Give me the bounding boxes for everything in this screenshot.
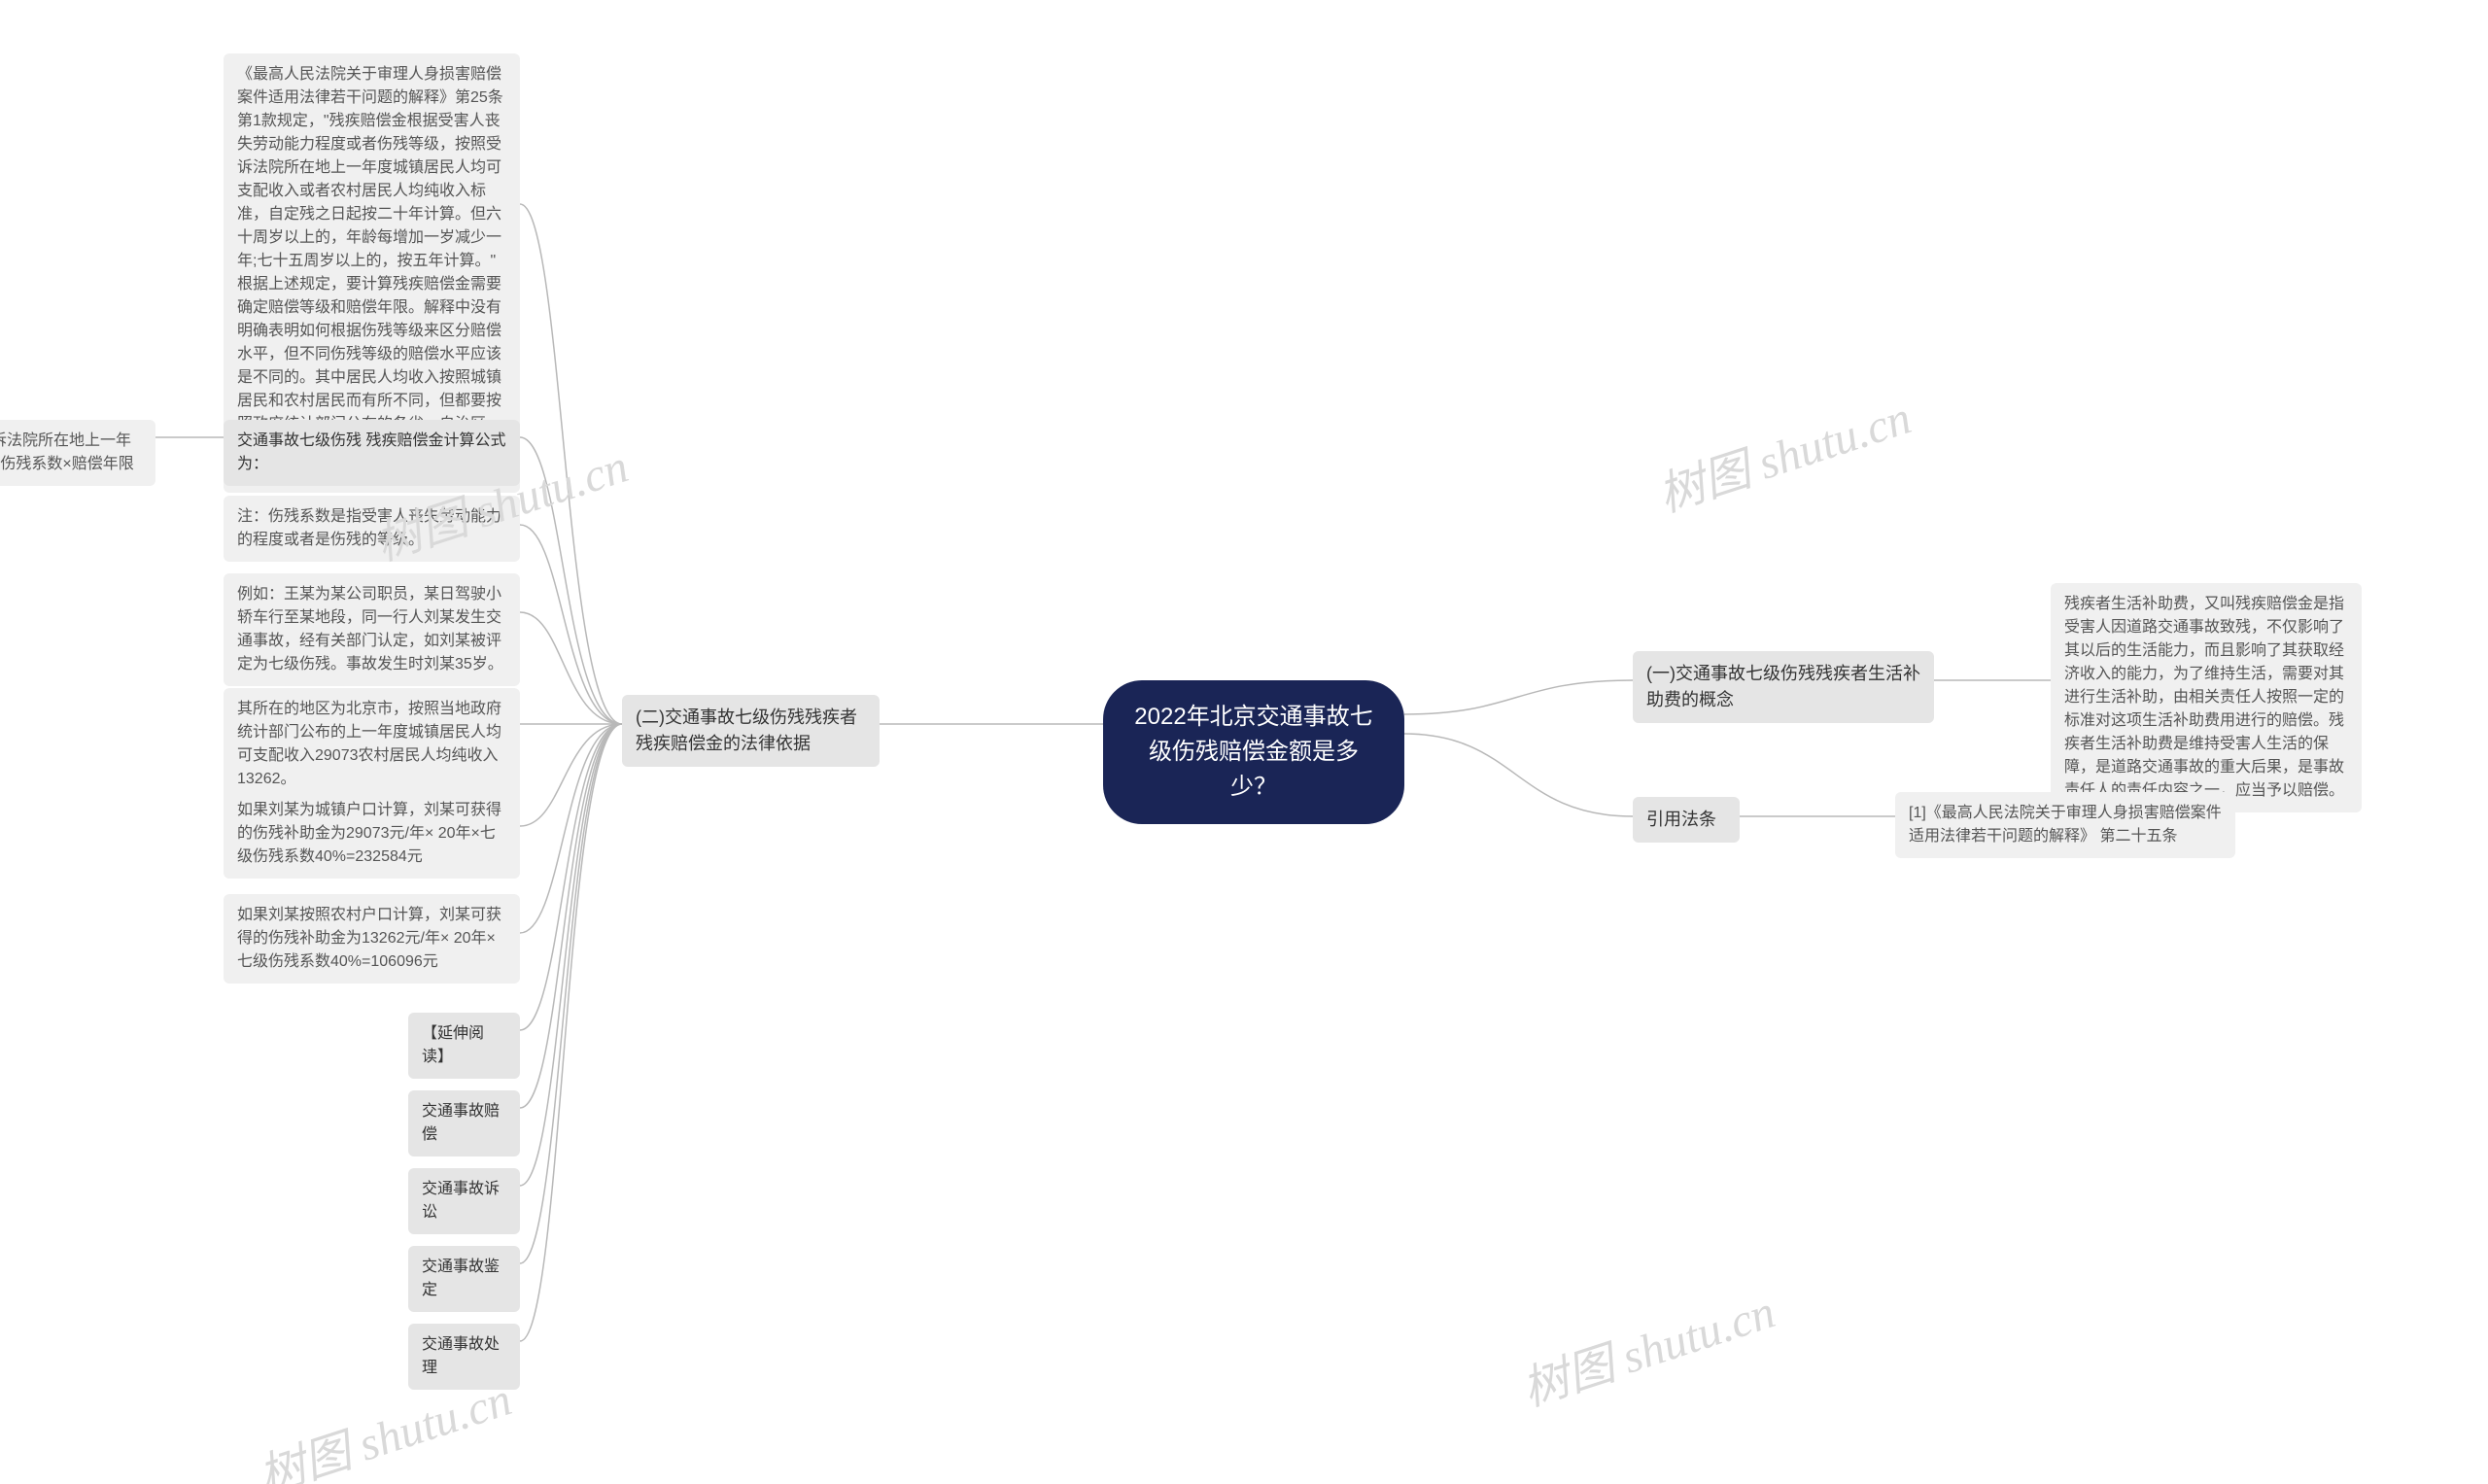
left-child-11: 交通事故处理 [408, 1324, 520, 1390]
left-child-1-sub: 残疾赔偿金＝受诉法院所在地上一年度居民人均收入×伤残系数×赔偿年限 [0, 420, 156, 486]
left-child-9: 交通事故诉讼 [408, 1168, 520, 1234]
left-child-8: 交通事故赔偿 [408, 1090, 520, 1156]
left-child-6: 如果刘某按照农村户口计算，刘某可获得的伤残补助金为13262元/年× 20年×七… [224, 894, 520, 984]
left-main-branch: (二)交通事故七级伤残残疾者残疾赔偿金的法律依据 [622, 695, 880, 767]
left-child-5: 如果刘某为城镇户口计算，刘某可获得的伤残补助金为29073元/年× 20年×七级… [224, 789, 520, 879]
left-child-7: 【延伸阅读】 [408, 1013, 520, 1079]
right-branch-2-detail: [1]《最高人民法院关于审理人身损害赔偿案件适用法律若干问题的解释》 第二十五条 [1895, 792, 2235, 858]
right-branch-2: 引用法条 [1633, 797, 1740, 843]
right-branch-1-detail: 残疾者生活补助费，又叫残疾赔偿金是指受害人因道路交通事故致残，不仅影响了其以后的… [2051, 583, 2362, 812]
right-branch-1: (一)交通事故七级伤残残疾者生活补助费的概念 [1633, 651, 1934, 723]
left-child-10: 交通事故鉴定 [408, 1246, 520, 1312]
watermark-1: 树图 shutu.cn [1648, 379, 1918, 525]
left-child-2: 注：伤残系数是指受害人丧失劳动能力的程度或者是伤残的等级。 [224, 496, 520, 562]
left-child-1: 交通事故七级伤残 残疾赔偿金计算公式为： [224, 420, 520, 486]
left-child-3: 例如：王某为某公司职员，某日驾驶小轿车行至某地段，同一行人刘某发生交通事故，经有… [224, 573, 520, 686]
left-child-4: 其所在的地区为北京市，按照当地政府统计部门公布的上一年度城镇居民人均可支配收入2… [224, 688, 520, 801]
watermark-3: 树图 shutu.cn [1512, 1273, 1782, 1419]
root-node: 2022年北京交通事故七级伤残赔偿金额是多少？ [1103, 680, 1404, 824]
